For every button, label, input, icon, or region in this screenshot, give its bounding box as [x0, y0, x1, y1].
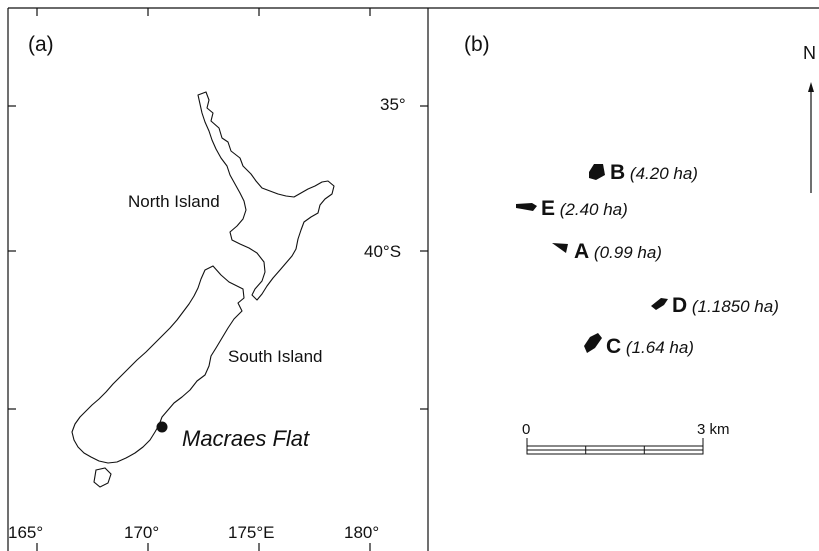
- north-arrow-label: N: [803, 43, 816, 63]
- panel-b-label: (b): [464, 33, 490, 56]
- site-area: (0.99 ha): [593, 243, 662, 262]
- latitude-ticks: [8, 105, 428, 410]
- site-area: (1.1850 ha): [691, 297, 779, 316]
- site-code: B: [610, 161, 626, 184]
- latitude-label-40: 40°S: [364, 242, 402, 261]
- site-code: D: [672, 294, 688, 317]
- site-a-polygon: [552, 243, 568, 253]
- longitude-label-180: 180°: [344, 523, 380, 542]
- longitude-label-170: 170°: [124, 523, 160, 542]
- site-label-d: D (1.1850 ha): [672, 295, 779, 316]
- site-d-polygon: [651, 298, 668, 310]
- latitude-label-35: 35°: [380, 95, 406, 114]
- macraes-flat-marker: [156, 421, 168, 433]
- site-area: (1.64 ha): [625, 338, 694, 357]
- site-label-c: C (1.64 ha): [606, 336, 694, 357]
- site-label-b: B (4.20 ha): [610, 162, 698, 183]
- scale-end-label: 3 km: [697, 421, 730, 438]
- south-island-label: South Island: [228, 347, 323, 366]
- site-area: (2.40 ha): [559, 200, 628, 219]
- longitude-ticks: [36, 8, 371, 551]
- site-code: E: [541, 197, 556, 220]
- site-label-e: E (2.40 ha): [541, 198, 628, 219]
- longitude-label-175: 175°E: [228, 523, 275, 542]
- site-code: C: [606, 335, 622, 358]
- south-island-outline: [71, 265, 245, 464]
- north-island-outline: [197, 91, 335, 301]
- scale-bar: [526, 438, 704, 455]
- site-code: A: [574, 240, 590, 263]
- site-b-polygon: [589, 164, 605, 180]
- site-area: (4.20 ha): [629, 164, 698, 183]
- site-e-polygon: [516, 203, 537, 211]
- panel-a-label: (a): [28, 33, 54, 56]
- site-label-a: A (0.99 ha): [574, 241, 662, 262]
- scale-start-label: 0: [522, 421, 531, 438]
- stewart-island-outline: [93, 467, 112, 488]
- study-site-label: Macraes Flat: [182, 426, 310, 451]
- north-arrow-shape: [808, 82, 814, 193]
- longitude-label-165: 165°: [8, 523, 44, 542]
- site-c-polygon: [584, 333, 602, 353]
- north-island-label: North Island: [128, 192, 220, 211]
